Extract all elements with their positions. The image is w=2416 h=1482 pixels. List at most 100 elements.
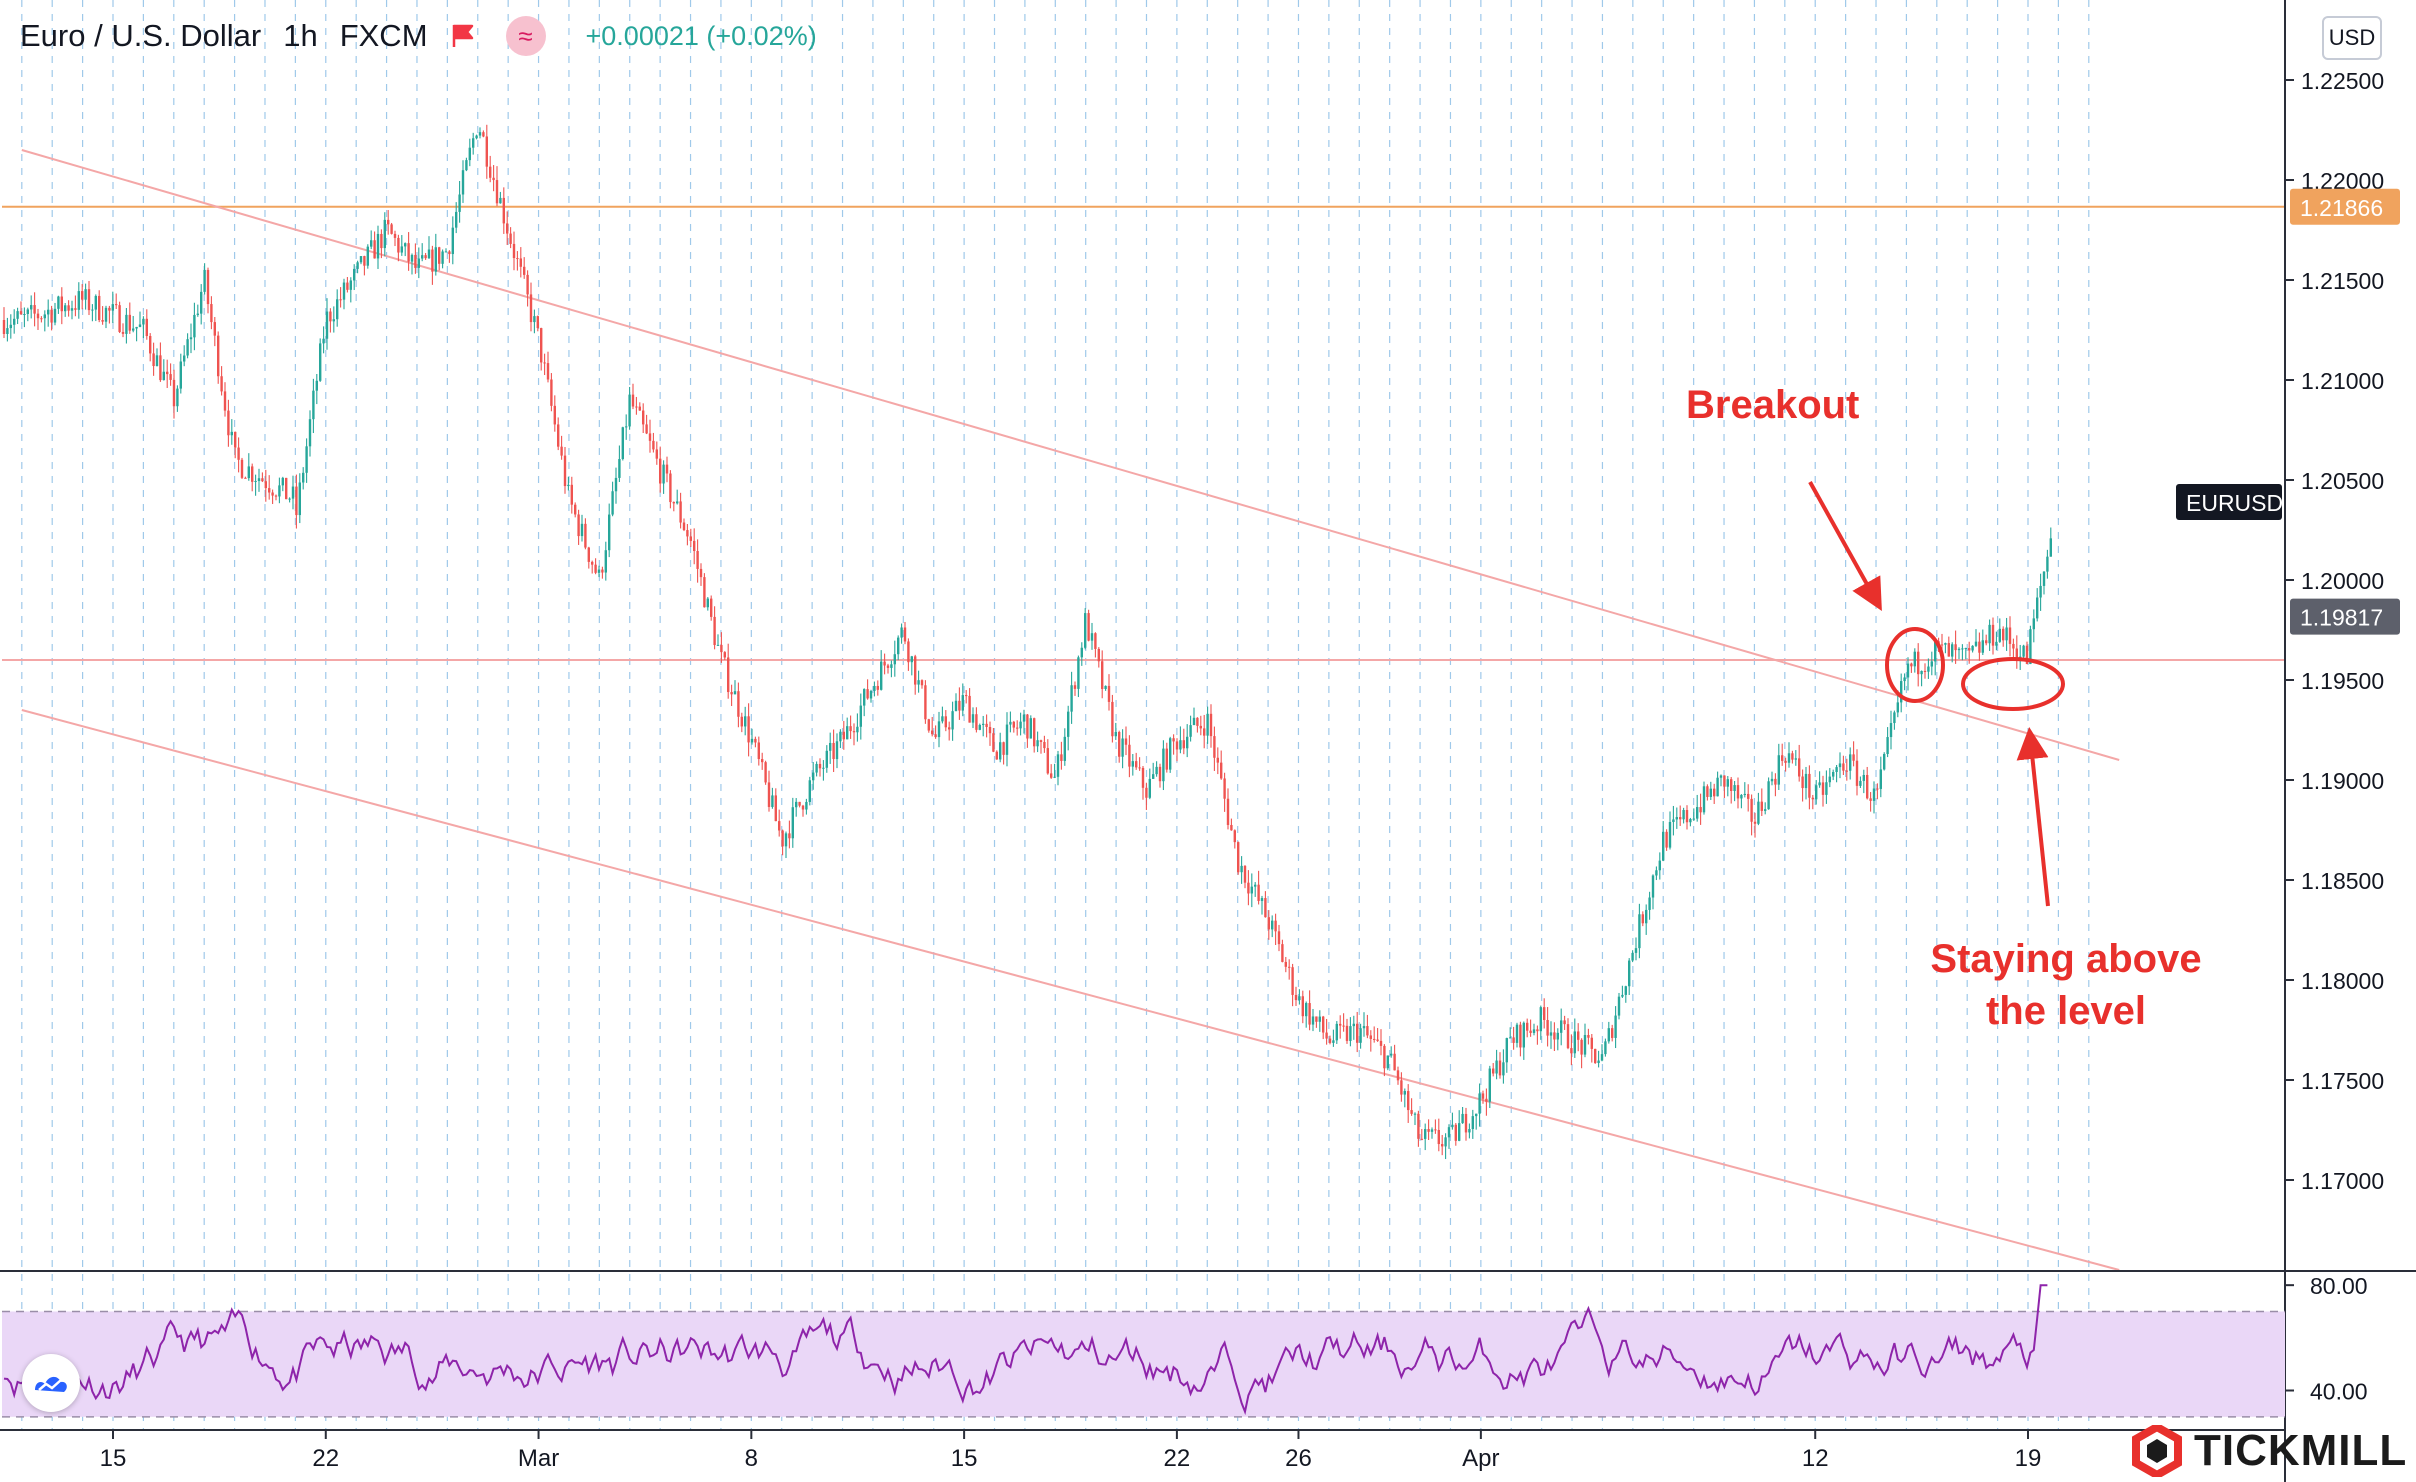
candle-body	[971, 714, 975, 723]
candle-body	[1175, 741, 1179, 750]
candle-body	[1679, 817, 1682, 820]
candle-body	[1920, 670, 1923, 675]
horizontal-levels	[2, 205, 2285, 661]
candle-body	[1223, 778, 1226, 799]
candle-body	[1141, 767, 1145, 788]
candle-body	[1271, 920, 1274, 930]
candle-body	[356, 262, 359, 269]
candle-body	[1067, 711, 1070, 737]
candle-body	[693, 540, 696, 552]
currency-button[interactable]: USD	[2322, 16, 2382, 60]
candle-body	[448, 251, 451, 255]
candle-body	[968, 695, 971, 723]
candle-body	[468, 147, 471, 161]
symbol-tag	[2176, 484, 2282, 520]
candle-body	[1760, 801, 1763, 811]
candle-body	[1294, 994, 1298, 1001]
candle-body	[1553, 1032, 1556, 1040]
candle-body	[1281, 944, 1284, 962]
candle-body	[1454, 1124, 1457, 1141]
time-axis-label: 12	[1802, 1445, 1829, 1472]
candle-body	[1478, 1093, 1481, 1114]
candle-body	[1719, 775, 1723, 778]
annotations: Breakout Staying above the level	[1686, 383, 2202, 1033]
candle-body	[1264, 898, 1267, 918]
candle-body	[84, 289, 87, 300]
candle-body	[774, 795, 777, 822]
candle-body	[961, 695, 964, 711]
candle-body	[859, 705, 862, 727]
flag-icon[interactable]	[450, 23, 476, 49]
candle-body	[1111, 701, 1114, 737]
candle-body	[597, 569, 601, 573]
candle-body	[1019, 721, 1022, 729]
candle-body	[1135, 761, 1138, 768]
time-axis[interactable]: 15 22 Mar 8 15 22 26 Apr 12 19	[0, 1429, 2285, 1472]
candle-body	[992, 733, 995, 752]
candle-body	[2008, 627, 2012, 644]
price-axis-label: 1.18000	[2301, 968, 2384, 994]
candle-body	[1913, 651, 1916, 667]
tradingview-logo-icon[interactable]	[22, 1354, 80, 1412]
candle-body	[1420, 1138, 1423, 1140]
candle-body	[1658, 860, 1661, 871]
candle-body	[540, 328, 543, 363]
price-change: +0.00021 (+0.02%)	[585, 20, 817, 51]
candle-body	[1726, 779, 1729, 787]
candle-body	[1046, 748, 1049, 774]
candle-body	[400, 246, 403, 253]
candle-body	[1206, 713, 1209, 736]
exchange-label: FXCM	[339, 18, 428, 53]
candle-body	[727, 657, 730, 693]
candle-body	[893, 654, 896, 665]
candle-body	[642, 410, 645, 425]
candle-body	[822, 767, 825, 769]
candle-body	[1417, 1113, 1420, 1139]
candle-body	[138, 324, 142, 327]
candle-body	[1148, 778, 1151, 798]
candle-body	[1393, 1053, 1396, 1071]
candle-body	[1308, 1003, 1311, 1025]
candle-body	[1053, 776, 1056, 778]
candle-body	[662, 464, 665, 484]
candle-body	[587, 547, 590, 562]
candle-body	[1186, 736, 1189, 749]
candle-body	[846, 726, 849, 740]
candle-body	[1345, 1025, 1349, 1041]
retest-arrow	[2016, 727, 2050, 907]
candle-body	[1325, 1032, 1328, 1039]
candle-body	[47, 309, 50, 315]
candle-body	[1033, 718, 1036, 747]
candle-body	[257, 478, 261, 482]
candle-body	[1733, 785, 1736, 791]
candle-body	[36, 313, 40, 319]
channel-line	[21, 149, 2120, 761]
candle-body	[1543, 1007, 1546, 1021]
candle-body	[390, 224, 393, 234]
symbol-name[interactable]: Euro / U.S. Dollar	[20, 18, 262, 53]
candle-body	[1441, 1144, 1444, 1147]
candle-body	[1369, 1035, 1372, 1039]
candle-body	[900, 627, 903, 638]
candle-body	[1050, 773, 1053, 778]
candle-body	[903, 627, 907, 642]
candle-body	[206, 269, 210, 305]
candle-body	[1039, 740, 1043, 743]
interval-label[interactable]: 1h	[283, 18, 318, 53]
price-axis-label: 1.21500	[2301, 268, 2384, 294]
vertical-grid	[21, 0, 2090, 1430]
candle-body	[982, 723, 985, 725]
candle-body	[655, 449, 658, 459]
candle-body	[1101, 661, 1104, 689]
candle-body	[1927, 666, 1930, 672]
candle-body	[438, 247, 441, 264]
indicator-icon[interactable]: ≈	[505, 16, 546, 56]
candle-body	[767, 782, 771, 807]
candle-body	[761, 759, 764, 763]
candle-body	[1617, 996, 1621, 1016]
candle-body	[1730, 779, 1733, 791]
price-axis[interactable]: 1.225001.220001.215001.210001.205001.200…	[2284, 0, 2384, 1482]
candle-body	[2039, 585, 2042, 598]
candle-body	[492, 177, 495, 181]
